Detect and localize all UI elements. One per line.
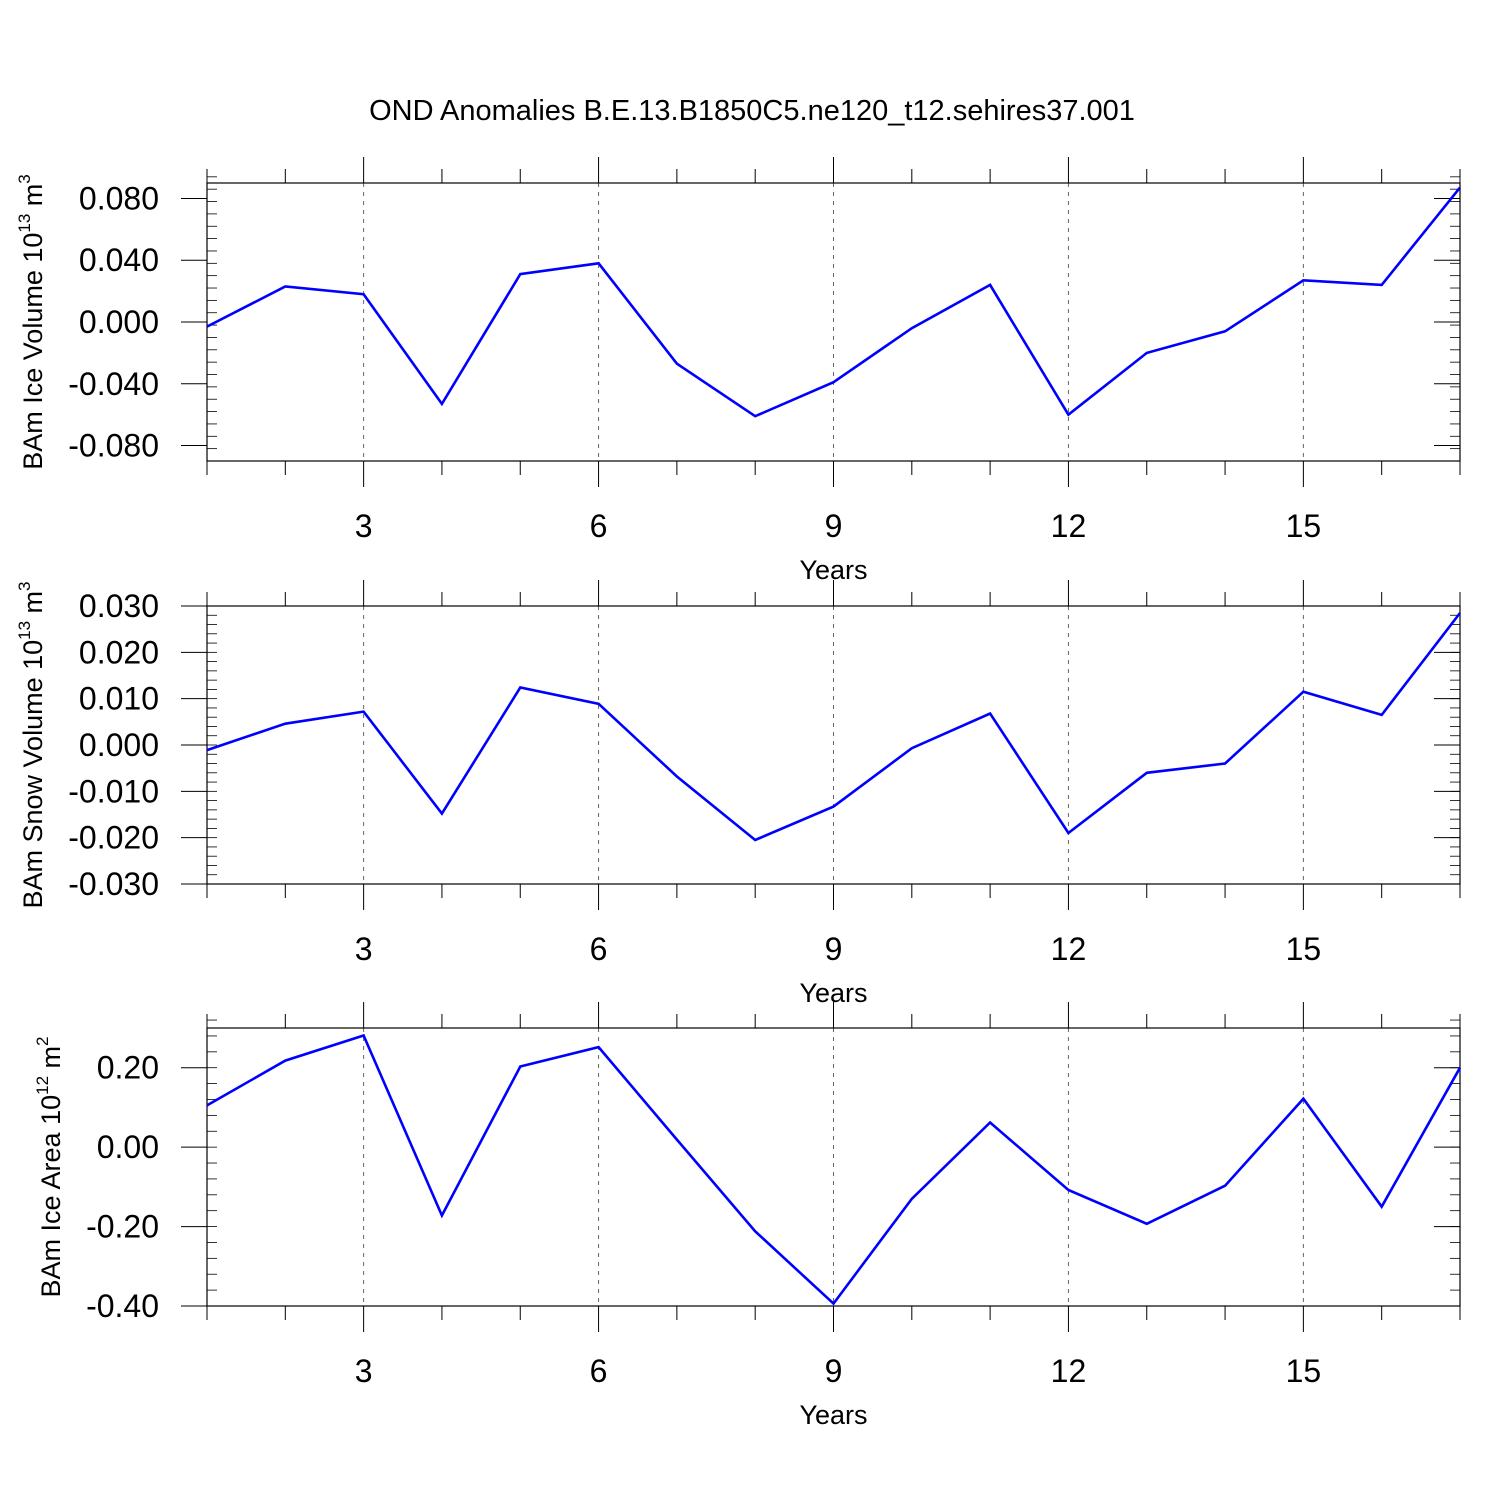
panel-3-y-axis-title: BAm Ice Area 1012 m2 (33, 1037, 66, 1298)
panel-1-x-tick-label: 3 (355, 508, 373, 544)
panel-1-y-tick-label: 0.080 (79, 180, 159, 216)
panel-2-x-tick-label: 6 (590, 931, 608, 967)
panel-2-y-tick-label: 0.030 (79, 588, 159, 624)
panel-1-y-axis-title: BAm Ice Volume 1013 m3 (15, 174, 48, 470)
panel-1-y-tick-label: -0.080 (68, 428, 159, 464)
panel-3-y-axis-title-exponent: 2 (33, 1037, 52, 1046)
panel-2-x-tick-label: 9 (825, 931, 843, 967)
panel-2: 0.030 0.020 0.010 0.000 -0.010 -0.020 -0.030 3 6… (15, 580, 1462, 1008)
panel-2-y-axis-title-part: m (18, 591, 48, 621)
panel-2-y-tick-label: 0.020 (79, 634, 159, 670)
panel-2-y-tick-label: -0.010 (68, 773, 159, 809)
panel-2-x-tick-label: 12 (1051, 931, 1087, 967)
panel-2-y-tick-label: -0.020 (68, 820, 159, 856)
panel-2-y-tick-label: 0.010 (79, 681, 159, 717)
panel-3-y-tick-label: -0.40 (86, 1288, 159, 1324)
panel-1-series-line (206, 186, 1462, 418)
panel-2-y-axis-title-part: BAm Snow Volume 10 (18, 640, 48, 909)
panel-1-x-tick-label: 6 (590, 508, 608, 544)
panel-3-y-axis-title-exponent: 12 (33, 1076, 52, 1095)
panel-1-y-axis-title-exponent: 3 (15, 174, 34, 183)
panel-3-y-axis-title-part: m (36, 1046, 66, 1076)
figure-title: OND Anomalies B.E.13.B1850C5.ne120_t12.s… (369, 95, 1135, 127)
panel-3-series-line (206, 1033, 1462, 1306)
panel-3-y-tick-label: 0.20 (97, 1050, 159, 1086)
panel-3-x-tick-label: 9 (825, 1353, 843, 1389)
panel-2-x-tick-label: 15 (1286, 931, 1322, 967)
panel-3-x-tick-label: 3 (355, 1353, 373, 1389)
panel-1-y-axis-title-exponent: 13 (15, 214, 34, 233)
panel-2-x-tick-label: 3 (355, 931, 373, 967)
panel-3-x-tick-label: 15 (1286, 1353, 1322, 1389)
panel-1-y-tick-label: -0.040 (68, 366, 159, 402)
panel-3-x-axis-title: Years (799, 1400, 867, 1430)
panel-3-y-tick-label: -0.20 (86, 1209, 159, 1245)
panel-2-y-tick-label: 0.000 (79, 727, 159, 763)
panel-1-y-tick-label: 0.040 (79, 242, 159, 278)
panel-2-series-line (206, 612, 1462, 842)
panel-2-y-axis-title-exponent: 3 (15, 581, 34, 590)
panel-3-x-tick-label: 6 (590, 1353, 608, 1389)
panel-1-y-tick-label: 0.000 (79, 304, 159, 340)
panel-1-y-axis-title-part: BAm Ice Volume 10 (18, 233, 48, 470)
panel-2-y-tick-label: -0.030 (68, 866, 159, 902)
panel-3-y-axis-title-part: BAm Ice Area 10 (36, 1095, 66, 1298)
panel-1-x-tick-label: 15 (1286, 508, 1322, 544)
panel-1-y-axis-title-part: m (18, 184, 48, 214)
panel-2-y-axis-title: BAm Snow Volume 1013 m3 (15, 581, 48, 908)
panel-3-y-tick-label: 0.00 (97, 1129, 159, 1165)
panel-3: 0.20 0.00 -0.20 -0.40 3 6 9 12 15 Years BAm Ice Ar… (33, 1002, 1462, 1430)
panel-1-x-tick-label: 9 (825, 508, 843, 544)
panel-3-x-tick-label: 12 (1051, 1353, 1087, 1389)
panel-1-x-tick-label: 12 (1051, 508, 1087, 544)
panel-2-y-axis-title-exponent: 13 (15, 621, 34, 640)
